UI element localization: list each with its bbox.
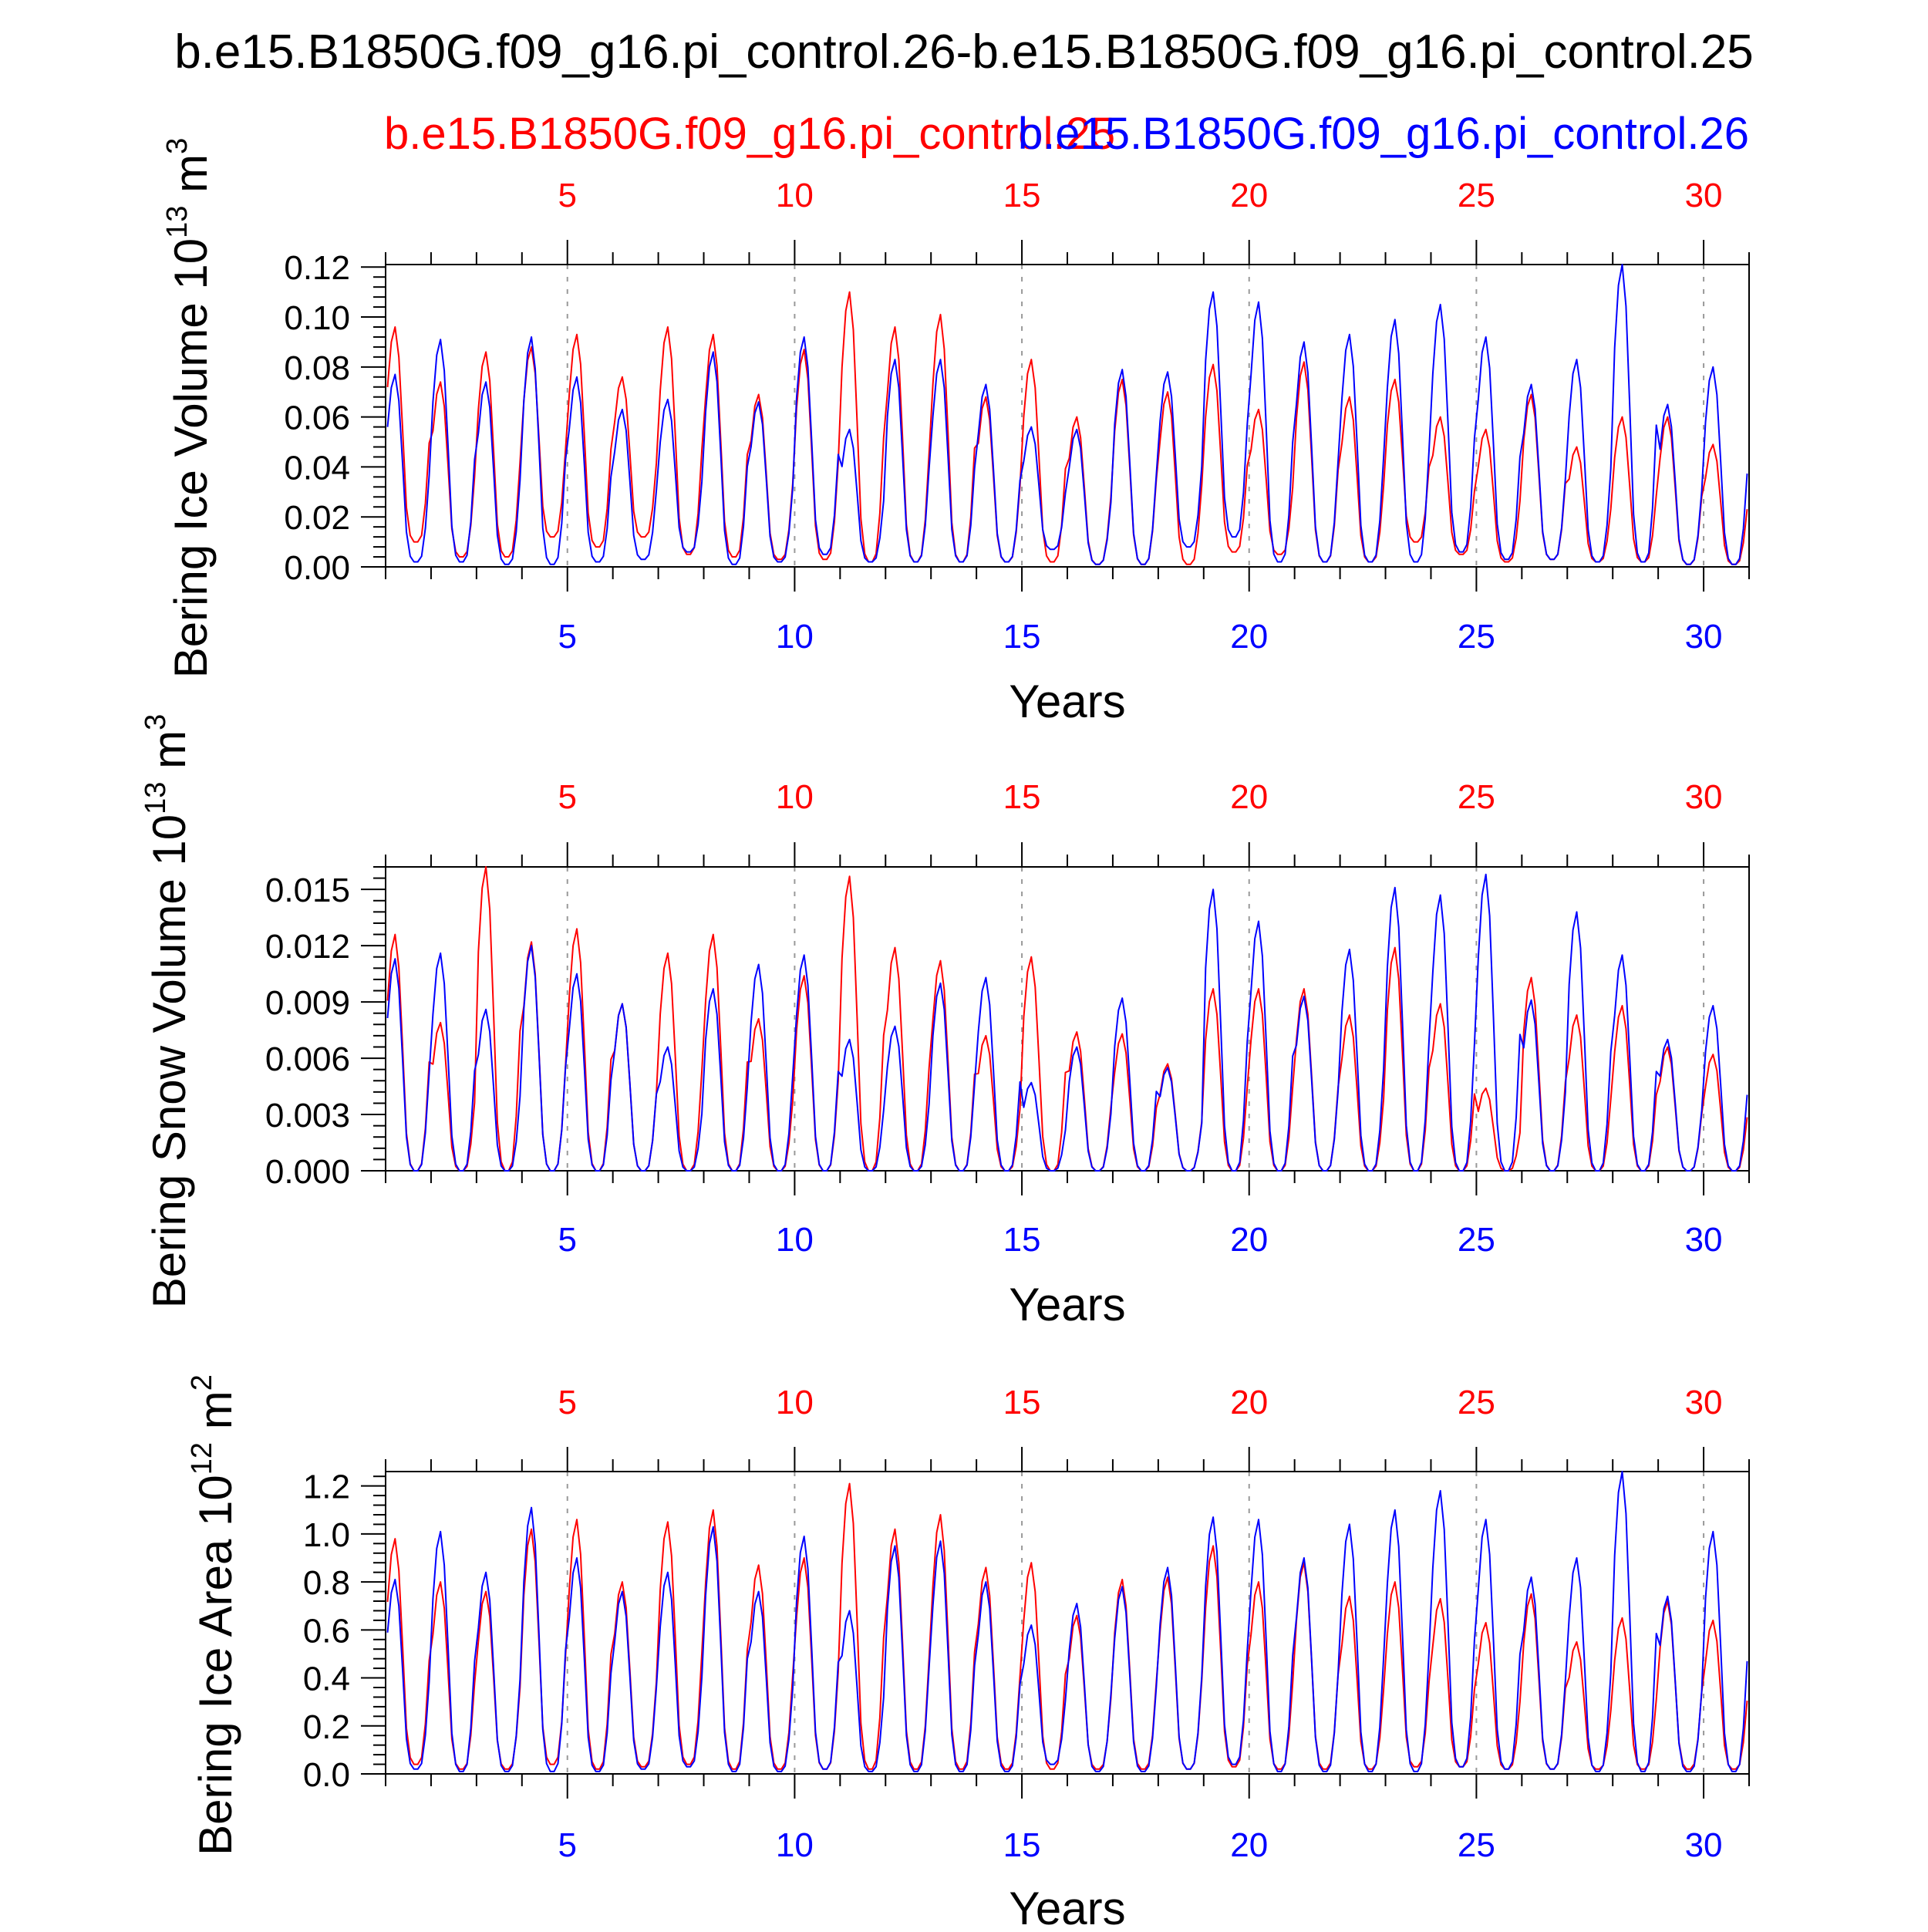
- top-x-tick-label: 10: [776, 778, 814, 816]
- bottom-x-tick-label: 10: [776, 618, 814, 656]
- top-x-tick-label: 15: [1003, 1384, 1041, 1421]
- top-x-tick-label: 25: [1458, 1384, 1495, 1421]
- y-tick-label: 0.6: [303, 1612, 350, 1650]
- top-x-tick-label: 30: [1685, 778, 1723, 816]
- top-x-tick-label: 15: [1003, 778, 1041, 816]
- panel-snow-volume: 0.000 0.003 0.006 0.009 0.012 0.015 5 5 10 10 15 15…: [140, 714, 1750, 1330]
- top-x-tick-label: 5: [558, 778, 576, 816]
- top-x-tick-label: 15: [1003, 177, 1041, 214]
- bottom-x-tick-label: 5: [558, 618, 576, 656]
- top-x-tick-label: 25: [1458, 177, 1495, 214]
- y-tick-label: 0.00: [284, 549, 350, 587]
- y-tick-label: 0.12: [284, 249, 350, 287]
- y-tick-label: 0.08: [284, 349, 350, 387]
- bottom-x-tick-label: 25: [1458, 1826, 1495, 1864]
- y-tick-label: 1.2: [303, 1468, 350, 1506]
- bottom-x-tick-label: 30: [1685, 1826, 1723, 1864]
- y-tick-label: 0.10: [284, 299, 350, 337]
- y-axis-label: Bering Ice Area 1012 m2: [186, 1374, 241, 1856]
- top-x-tick-label: 25: [1458, 778, 1495, 816]
- top-x-tick-label: 5: [558, 177, 576, 214]
- bottom-x-tick-label: 5: [558, 1221, 576, 1259]
- figure-title: b.e15.B1850G.f09_g16.pi_control.26-b.e15…: [174, 25, 1754, 79]
- bottom-x-tick-label: 10: [776, 1826, 814, 1864]
- y-tick-label: 0.06: [284, 400, 350, 437]
- top-x-tick-label: 10: [776, 177, 814, 214]
- bottom-x-tick-label: 30: [1685, 1221, 1723, 1259]
- bottom-x-tick-label: 15: [1003, 618, 1041, 656]
- y-tick-label: 0.000: [265, 1153, 350, 1191]
- top-x-tick-label: 30: [1685, 177, 1723, 214]
- bottom-x-tick-label: 5: [558, 1826, 576, 1864]
- bottom-x-tick-label: 25: [1458, 1221, 1495, 1259]
- y-tick-label: 0.009: [265, 984, 350, 1022]
- top-x-tick-label: 30: [1685, 1384, 1723, 1421]
- y-tick-label: 0.0: [303, 1756, 350, 1794]
- y-tick-label: 0.04: [284, 449, 350, 487]
- series-line-run25: [386, 291, 1748, 565]
- y-tick-label: 1.0: [303, 1516, 350, 1554]
- series-line-run26: [386, 1471, 1748, 1772]
- y-tick-label: 0.2: [303, 1708, 350, 1746]
- legend-label-blue: b.e15.B1850G.f09_g16.pi_control.26: [1018, 109, 1749, 159]
- top-x-tick-label: 20: [1230, 1384, 1268, 1421]
- series-line-run26: [386, 873, 1748, 1172]
- top-x-tick-label: 20: [1230, 177, 1268, 214]
- y-tick-label: 0.012: [265, 928, 350, 966]
- bottom-x-tick-label: 20: [1230, 618, 1268, 656]
- y-tick-label: 0.015: [265, 872, 350, 909]
- top-x-tick-label: 5: [558, 1384, 576, 1421]
- bottom-x-tick-label: 20: [1230, 1221, 1268, 1259]
- bottom-x-tick-label: 20: [1230, 1826, 1268, 1864]
- x-axis-label: Years: [1009, 1279, 1125, 1330]
- y-tick-label: 0.003: [265, 1097, 350, 1135]
- legend-label-red: b.e15.B1850G.f09_g16.pi_control.25: [384, 109, 1115, 159]
- y-tick-label: 0.006: [265, 1040, 350, 1078]
- y-axis-label: Bering Snow Volume 1013 m3: [140, 714, 195, 1308]
- panel-ice-area: 0.0 0.2 0.4 0.6 0.8 1.0 1.2 5 5 10 10 15 15 20 20 25 25 3…: [186, 1374, 1750, 1932]
- series-line-run26: [386, 264, 1748, 565]
- bottom-x-tick-label: 15: [1003, 1221, 1041, 1259]
- y-tick-label: 0.4: [303, 1661, 350, 1698]
- bottom-x-tick-label: 15: [1003, 1826, 1041, 1864]
- bottom-x-tick-label: 10: [776, 1221, 814, 1259]
- y-axis-label: Bering Ice Volume 1013 m3: [161, 138, 217, 678]
- y-tick-label: 0.02: [284, 499, 350, 537]
- y-tick-label: 0.8: [303, 1564, 350, 1602]
- panel-ice-volume: 0.00 0.02 0.04 0.06 0.08 0.10 0.12 5 5 10 10 15 15 20…: [161, 138, 1750, 727]
- x-axis-label: Years: [1009, 676, 1125, 727]
- x-axis-label: Years: [1009, 1883, 1125, 1928]
- bottom-x-tick-label: 30: [1685, 618, 1723, 656]
- top-x-tick-label: 10: [776, 1384, 814, 1421]
- bottom-x-tick-label: 25: [1458, 618, 1495, 656]
- top-x-tick-label: 20: [1230, 778, 1268, 816]
